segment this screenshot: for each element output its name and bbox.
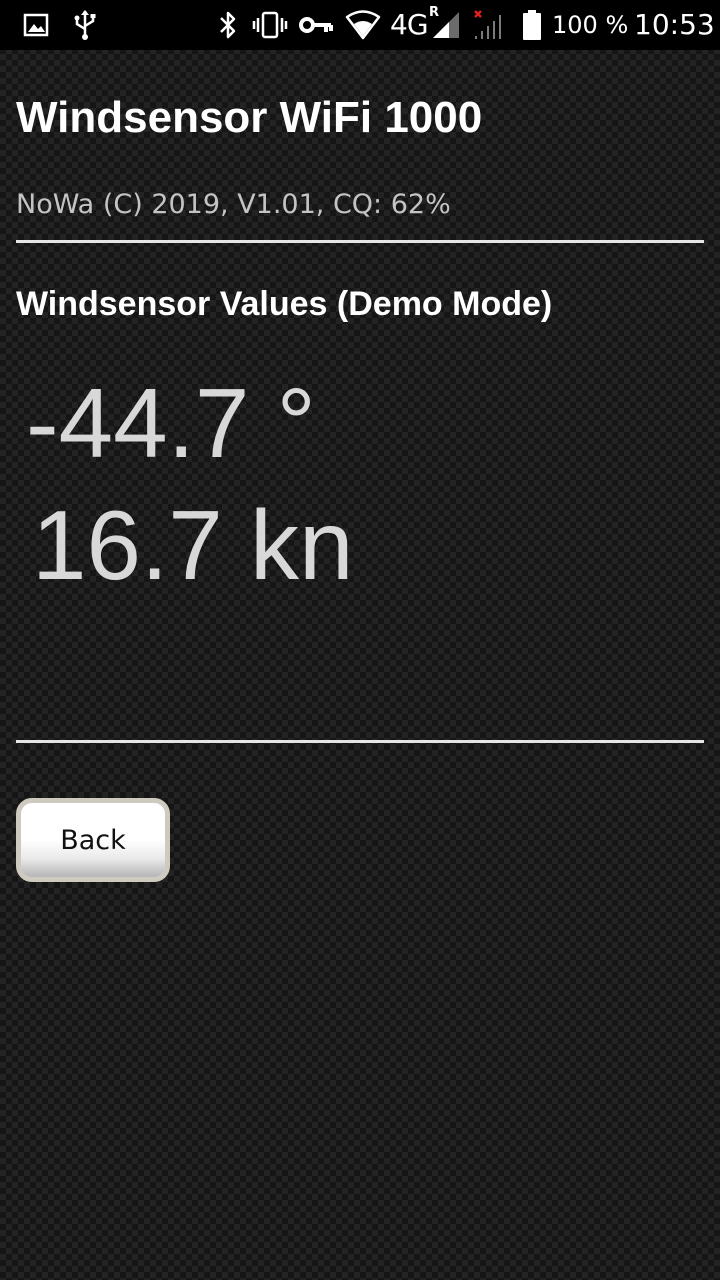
- signal-strength-icon: [430, 9, 462, 41]
- wifi-icon: [344, 9, 382, 41]
- roaming-indicator: R: [429, 5, 440, 20]
- bluetooth-icon: [214, 9, 242, 41]
- wind-speed-value: 16.7 kn: [32, 490, 354, 600]
- top-divider: [16, 240, 704, 243]
- image-notification-icon: [22, 9, 50, 41]
- battery-icon: [520, 9, 544, 41]
- wind-direction-value: -44.7 °: [26, 368, 316, 478]
- battery-percent: 100 %: [552, 11, 629, 39]
- no-signal-icon: [472, 9, 508, 41]
- back-button[interactable]: Back: [16, 798, 170, 882]
- version-info: NoWa (C) 2019, V1.01, CQ: 62%: [16, 189, 451, 220]
- usb-icon: [70, 9, 100, 41]
- section-title: Windsensor Values (Demo Mode): [16, 285, 553, 323]
- bottom-divider: [16, 740, 704, 743]
- vibrate-icon: [250, 9, 290, 41]
- status-bar: 4G R 100 % 10:53: [0, 0, 720, 50]
- vpn-key-icon: [298, 9, 334, 41]
- network-type-label: 4G: [390, 8, 429, 41]
- app-title: Windsensor WiFi 1000: [16, 93, 483, 142]
- clock-time: 10:53: [634, 8, 715, 41]
